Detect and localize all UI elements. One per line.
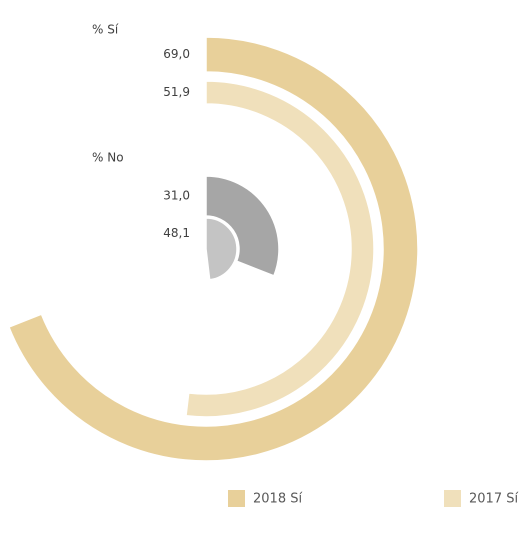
value-label: 51,9 <box>163 85 190 99</box>
legend-label: 2017 Sí <box>469 492 518 507</box>
radial-bar <box>205 217 238 281</box>
group-label: % No <box>92 151 124 165</box>
value-label: 69,0 <box>163 47 190 61</box>
group-label: % Sí <box>92 23 119 37</box>
legend-swatch <box>444 490 461 507</box>
value-label: 31,0 <box>163 189 190 203</box>
legend-label: 2018 Sí <box>253 492 302 507</box>
radial-bar <box>185 80 375 418</box>
value-label: 48,1 <box>163 226 190 240</box>
radial-bar <box>7 36 419 462</box>
radial-bar <box>205 175 280 277</box>
legend-swatch <box>228 490 245 507</box>
